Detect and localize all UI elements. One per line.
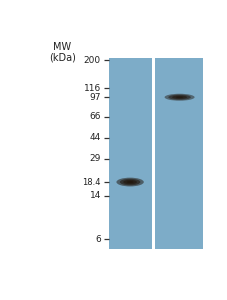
Text: (kDa): (kDa) <box>48 52 75 62</box>
Text: 200: 200 <box>84 56 101 65</box>
Bar <box>155 58 202 248</box>
Ellipse shape <box>126 181 133 183</box>
Ellipse shape <box>123 180 136 184</box>
Ellipse shape <box>164 94 194 101</box>
Text: 44: 44 <box>89 133 101 142</box>
Bar <box>109 58 152 248</box>
Text: 97: 97 <box>89 93 101 102</box>
Text: 116: 116 <box>83 84 101 93</box>
Ellipse shape <box>175 96 183 98</box>
Text: 18.4: 18.4 <box>82 178 101 187</box>
Ellipse shape <box>116 178 143 186</box>
Text: 29: 29 <box>89 154 101 163</box>
Text: MW: MW <box>53 42 71 52</box>
Text: 66: 66 <box>89 112 101 122</box>
Ellipse shape <box>119 179 140 185</box>
Ellipse shape <box>171 95 186 99</box>
Text: 6: 6 <box>95 235 101 244</box>
Ellipse shape <box>168 94 190 100</box>
Text: 14: 14 <box>89 191 101 200</box>
